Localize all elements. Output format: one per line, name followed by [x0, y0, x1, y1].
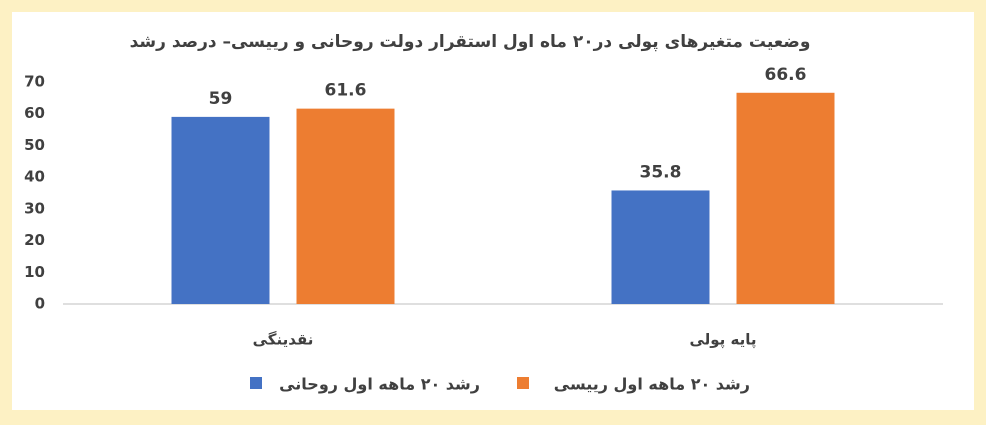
y-tick-label: 60	[24, 104, 45, 122]
legend-label: رشد ۲۰ ماهه اول رییسی	[554, 375, 750, 394]
value-label: 66.6	[765, 65, 807, 85]
y-tick-label: 0	[35, 295, 45, 313]
bar	[611, 190, 710, 304]
bar	[296, 108, 395, 304]
y-tick-label: 20	[24, 231, 45, 249]
legend-swatch	[517, 377, 529, 389]
y-tick-label: 10	[24, 263, 45, 281]
x-tick-label: نقدینگی	[253, 331, 314, 349]
y-tick-label: 40	[24, 168, 45, 186]
chart-title: وضعیت متغیرهای پولی در۲۰ ماه اول استقرار…	[130, 32, 811, 52]
value-label: 61.6	[325, 81, 367, 101]
value-label: 59	[209, 89, 233, 109]
y-tick-label: 30	[24, 199, 45, 217]
y-tick-label: 70	[24, 73, 45, 91]
legend-label: رشد ۲۰ ماهه اول روحانی	[279, 375, 480, 394]
bar	[171, 116, 270, 304]
legend-swatch	[250, 377, 262, 389]
value-label: 35.8	[640, 162, 682, 182]
y-tick-label: 50	[24, 136, 45, 154]
bar	[736, 92, 835, 304]
x-tick-label: پایه پولی	[689, 331, 756, 350]
